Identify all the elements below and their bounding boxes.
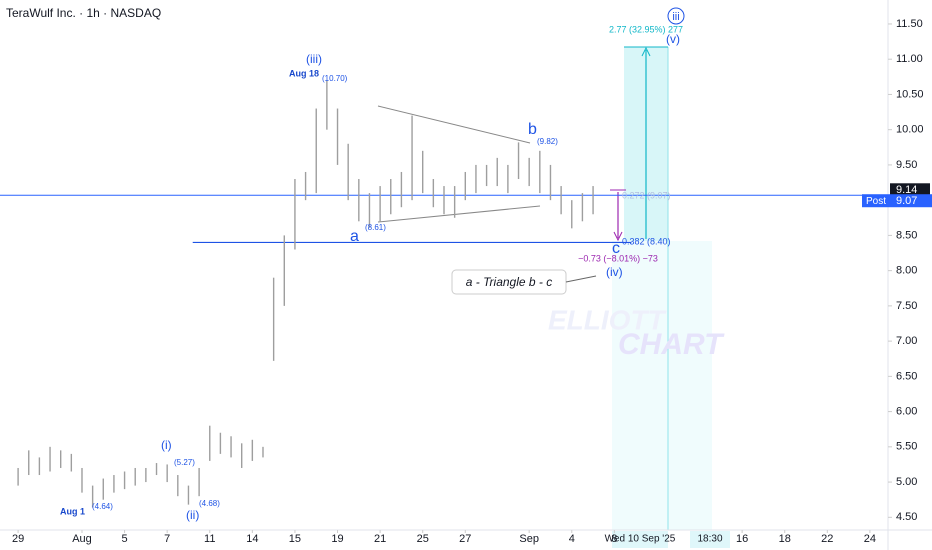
crosshair-time-box bbox=[690, 531, 730, 548]
watermark: CHART bbox=[618, 328, 725, 361]
wave-label: a bbox=[350, 228, 359, 245]
y-tick-label: 8.50 bbox=[896, 229, 917, 241]
crosshair-band bbox=[612, 241, 712, 530]
x-tick-label: Sep bbox=[519, 533, 539, 545]
triangle-upper bbox=[377, 105, 531, 144]
x-tick-label: 22 bbox=[821, 533, 833, 545]
price-label: (4.64) bbox=[92, 502, 113, 511]
fib-label: 0.272 (9.07) bbox=[622, 190, 671, 200]
y-tick-label: 10.00 bbox=[896, 124, 924, 136]
note-pointer bbox=[565, 275, 597, 283]
date-label: Aug 18 bbox=[289, 68, 319, 78]
x-tick-label: 8 bbox=[611, 533, 617, 545]
y-tick-label: 6.50 bbox=[896, 370, 917, 382]
x-tick-label: 16 bbox=[736, 533, 748, 545]
x-tick-label: 27 bbox=[459, 533, 471, 545]
price-label: (5.27) bbox=[174, 458, 195, 467]
x-tick-label: Aug bbox=[72, 533, 92, 545]
wave-label: (ii) bbox=[186, 508, 199, 522]
y-tick-label: 5.50 bbox=[896, 441, 917, 453]
note: a - Triangle b - c bbox=[466, 275, 552, 289]
watermark: ELLIOTT bbox=[548, 304, 668, 335]
wave-label: c bbox=[612, 240, 620, 257]
fib-label: 0.382 (8.40) bbox=[622, 236, 671, 246]
wave-label: (i) bbox=[161, 438, 172, 452]
x-tick-label: 7 bbox=[164, 533, 170, 545]
date-label: Aug 1 bbox=[60, 506, 85, 516]
y-tick-label: 5.00 bbox=[896, 476, 917, 488]
crosshair-time: 18:30 bbox=[697, 534, 722, 545]
wave-circle bbox=[667, 7, 685, 25]
post-box bbox=[862, 194, 932, 208]
plot bbox=[0, 80, 888, 508]
wave-label: (v) bbox=[666, 32, 680, 46]
wave-label: (iv) bbox=[606, 265, 623, 279]
chart-title: TeraWulf Inc. · 1h · NASDAQ bbox=[6, 6, 161, 20]
last-price-label: 9.14 bbox=[896, 184, 917, 196]
y-tick-label: 7.50 bbox=[896, 300, 917, 312]
x-tick-label: 25 bbox=[417, 533, 429, 545]
price-label: (8.61) bbox=[365, 223, 386, 232]
wave-label: iii bbox=[672, 11, 679, 23]
x-tick-label: 29 bbox=[12, 533, 24, 545]
price-label: (10.70) bbox=[322, 74, 348, 83]
y-tick-label: 11.00 bbox=[896, 53, 923, 65]
arrow-head bbox=[641, 46, 651, 57]
y-tick-label: 9.50 bbox=[896, 159, 917, 171]
y-tick-label: 8.00 bbox=[896, 265, 917, 277]
x-tick-label: 5 bbox=[122, 533, 128, 545]
x-tick-label: 11 bbox=[204, 533, 215, 545]
x-tick-label: 4 bbox=[569, 533, 575, 545]
y-tick-label: 4.50 bbox=[896, 511, 917, 523]
target-label: 2.77 (32.95%) 277 bbox=[609, 24, 683, 34]
y-tick-label: 11.50 bbox=[896, 18, 923, 30]
wave-label: (iii) bbox=[306, 52, 322, 66]
last-price-box bbox=[890, 183, 930, 197]
post-price-label: 9.07 bbox=[896, 195, 917, 207]
y-tick-label: 6.00 bbox=[896, 406, 917, 418]
price-label: (4.68) bbox=[199, 499, 220, 508]
crosshair-date-box bbox=[612, 531, 668, 548]
price-label: (9.82) bbox=[537, 137, 558, 146]
post-label: Post bbox=[866, 196, 886, 207]
arrow-head bbox=[613, 231, 623, 242]
y-tick-label: 10.50 bbox=[896, 88, 924, 100]
x-tick-label: 18 bbox=[779, 533, 791, 545]
triangle-lower bbox=[377, 205, 541, 223]
wave-label: b bbox=[528, 121, 537, 138]
x-tick-label: 24 bbox=[864, 533, 876, 545]
x-tick-label: 14 bbox=[246, 533, 258, 545]
x-tick-label: 19 bbox=[331, 533, 343, 545]
x-tick-label: 15 bbox=[289, 533, 301, 545]
crosshair-date: Wed 10 Sep '25 bbox=[605, 534, 676, 545]
measure-label: −0.73 (−8.01%) −73 bbox=[578, 253, 658, 263]
x-tick-label: 21 bbox=[374, 533, 386, 545]
y-tick-label: 7.00 bbox=[896, 335, 917, 347]
